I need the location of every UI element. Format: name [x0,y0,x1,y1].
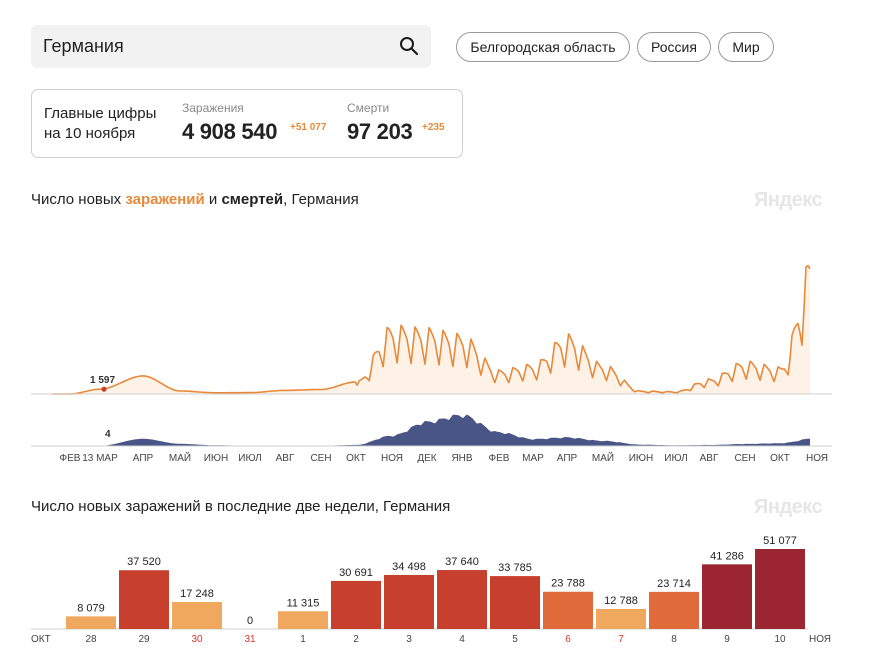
bar-value-label: 8 079 [77,602,105,614]
infections-series-line [52,264,811,395]
x-tick-label: ИЮН [204,453,229,464]
daily-chart-title-prefix: Число новых [31,191,126,208]
region-chip-belgorod[interactable]: Белгородская область [456,32,630,62]
daily-chart-title-infections: заражений [125,191,205,208]
daily-chart-title-mid: и [204,191,222,208]
bar-value-label: 33 785 [498,562,532,574]
x-tick-label: НОЯ [806,453,828,464]
bar [119,570,169,629]
two-week-chart-title: Число новых заражений в последние две не… [31,498,451,515]
bar-category-label: 10 [774,634,786,645]
region-chip-world[interactable]: Мир [718,32,774,62]
bar-category-label: 31 [244,634,256,645]
x-tick-label: МАЙ [592,451,614,464]
daily-chart-title-deaths: смертей [221,191,284,208]
region-chip-russia[interactable]: Россия [637,32,711,62]
x-tick-label: ИЮЛ [664,453,687,464]
bar-category-label: 30 [191,634,203,645]
month-end-label: НОЯ [809,634,831,645]
search-query-text: Германия [43,36,124,56]
bar-value-label: 30 691 [339,567,373,579]
bar-category-label: 5 [512,634,518,645]
daily-chart-title-suffix: , Германия [283,191,359,208]
x-tick-label: ДЕК [417,453,436,464]
x-tick-label: ОКТ [346,453,366,464]
key-figures-card: Главные цифры на 10 ноября Заражения 4 9… [31,89,463,158]
bar-category-label: 29 [138,634,150,645]
infections-marker [101,386,107,392]
bar [66,616,116,629]
key-figures-title-date: на 10 ноября [44,125,136,142]
bar-value-label: 17 248 [180,588,214,600]
x-tick-label: ЯНВ [451,453,472,464]
key-figures-title-line1: Главные цифры [44,105,157,122]
bar-category-label: 2 [353,634,359,645]
bar-value-label: 41 286 [710,550,744,562]
x-tick-label: ИЮН [629,453,654,464]
x-tick-label: АПР [133,453,154,464]
bar [384,574,434,629]
x-tick-label: ОКТ [770,453,790,464]
bar-value-label: 11 315 [287,597,320,609]
bar [172,601,222,629]
bar-category-label: 8 [671,634,677,645]
x-tick-label: АВГ [276,453,295,464]
daily-chart: ФЕВ 13 МАР АПР МАЙ ИЮН ИЮЛ АВГ СЕН ОКТ НОЯ ДЕК ЯНВ Ф… [31,264,832,464]
search-input[interactable]: Германия [31,25,431,68]
yandex-watermark-2: Яндекс [754,496,823,518]
x-tick-label: АПР [557,453,578,464]
bar-category-label: 1 [300,634,306,645]
bar [649,591,699,629]
infections-total: 4 908 540 [182,119,278,144]
bar-value-label: 0 [247,615,253,627]
bar-category-label: 3 [406,634,412,645]
deaths-total: 97 203 [347,119,413,144]
x-tick-label: АВГ [700,453,719,464]
infections-delta: +51 077 [290,122,327,133]
x-tick-label: ИЮЛ [238,453,261,464]
yandex-watermark: Яндекс [754,189,823,211]
bar [278,611,328,629]
deaths-delta: +235 [422,122,445,133]
bar [596,608,646,629]
bar [437,570,487,629]
bar-value-label: 23 714 [657,578,691,590]
x-tick-label: МАЙ [169,451,191,464]
daily-chart-title: Число новых заражений и смертей, Германи… [31,191,359,208]
deaths-annotation-label: 4 [105,429,111,440]
bar [702,564,752,629]
bar-category-label: 28 [85,634,97,645]
bar [543,591,593,629]
bar [755,549,805,629]
deaths-label: Смерти [347,101,390,115]
search-icon[interactable] [399,36,419,56]
bar-value-label: 34 498 [392,561,426,573]
x-tick-label: НОЯ [381,453,403,464]
x-tick-label: СЕН [310,453,331,464]
bar-category-label: 4 [459,634,465,645]
infections-annotation-label: 1 597 [90,375,115,386]
x-tick-label: СЕН [734,453,755,464]
x-tick-label: ФЕВ [60,453,81,464]
x-tick-label: ФЕВ [489,453,510,464]
key-figures-title: Главные цифры на 10 ноября [44,104,156,144]
bar-category-label: 6 [565,634,571,645]
infections-label: Заражения [182,101,244,115]
bar-value-label: 23 788 [551,578,585,590]
month-start-label: ОКТ [31,634,51,645]
bar-value-label: 37 520 [127,556,161,568]
x-tick-label: 13 МАР [82,453,118,464]
x-tick-label: МАР [522,453,544,464]
bar-value-label: 37 640 [445,556,479,568]
infections-area [52,265,810,394]
bar [331,580,381,629]
bar [490,576,540,629]
bar-value-label: 51 077 [763,535,797,547]
deaths-series-area [52,414,810,446]
bar-category-label: 9 [724,634,730,645]
bar-category-label: 7 [618,634,624,645]
bar-value-label: 12 788 [604,595,638,607]
